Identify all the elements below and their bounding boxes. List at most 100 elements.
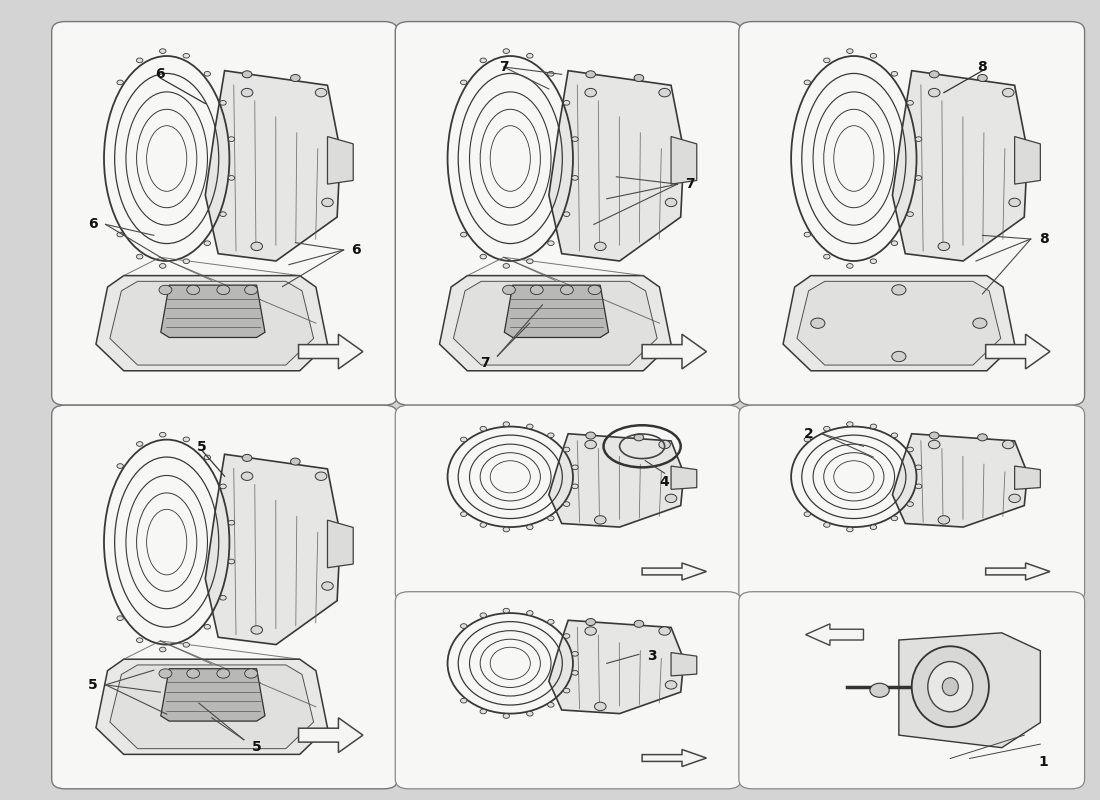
Text: 3: 3 (647, 649, 657, 663)
Circle shape (480, 426, 486, 431)
Polygon shape (892, 70, 1027, 261)
Circle shape (228, 175, 234, 180)
Circle shape (480, 709, 486, 714)
Circle shape (972, 318, 987, 328)
Circle shape (824, 58, 830, 62)
Circle shape (891, 433, 898, 438)
Circle shape (241, 472, 253, 481)
Circle shape (242, 71, 252, 78)
Polygon shape (206, 70, 340, 261)
Circle shape (585, 440, 596, 449)
Circle shape (217, 286, 230, 294)
Circle shape (217, 669, 230, 678)
Circle shape (187, 669, 199, 678)
Text: 8: 8 (978, 60, 988, 74)
Circle shape (870, 259, 877, 263)
Circle shape (891, 71, 898, 76)
Circle shape (187, 286, 199, 294)
Circle shape (503, 714, 509, 718)
Circle shape (548, 71, 554, 76)
Circle shape (160, 432, 166, 437)
Circle shape (824, 254, 830, 259)
FancyBboxPatch shape (52, 405, 397, 789)
Circle shape (594, 516, 606, 524)
Circle shape (220, 595, 227, 600)
Polygon shape (549, 620, 684, 714)
Circle shape (205, 71, 210, 76)
Circle shape (205, 241, 210, 246)
FancyBboxPatch shape (52, 22, 397, 406)
Text: 5: 5 (88, 678, 98, 692)
Polygon shape (1014, 466, 1041, 490)
Polygon shape (671, 466, 696, 490)
Ellipse shape (943, 678, 958, 696)
Circle shape (915, 484, 922, 489)
Circle shape (548, 702, 554, 707)
Circle shape (220, 484, 227, 489)
Circle shape (480, 254, 486, 259)
Circle shape (847, 49, 854, 54)
Circle shape (503, 422, 509, 426)
Circle shape (183, 54, 189, 58)
Polygon shape (986, 563, 1050, 580)
Circle shape (908, 502, 913, 506)
Circle shape (117, 232, 123, 237)
Circle shape (321, 198, 333, 206)
Circle shape (563, 212, 570, 217)
Text: 5: 5 (252, 740, 262, 754)
FancyBboxPatch shape (395, 592, 741, 789)
Circle shape (930, 71, 939, 78)
Circle shape (220, 212, 227, 217)
Polygon shape (671, 653, 696, 676)
Circle shape (530, 286, 543, 294)
Circle shape (586, 71, 595, 78)
Circle shape (978, 74, 988, 82)
Circle shape (117, 616, 123, 621)
Polygon shape (986, 334, 1050, 369)
Polygon shape (298, 718, 363, 753)
Circle shape (586, 432, 595, 439)
Polygon shape (328, 137, 353, 184)
Polygon shape (328, 520, 353, 568)
Circle shape (136, 638, 143, 642)
Polygon shape (642, 563, 706, 580)
Circle shape (503, 263, 509, 268)
Text: 6: 6 (352, 243, 361, 257)
Polygon shape (549, 434, 684, 527)
Polygon shape (899, 633, 1041, 748)
Circle shape (572, 137, 579, 142)
Circle shape (563, 101, 570, 105)
Circle shape (503, 49, 509, 54)
Circle shape (228, 559, 234, 564)
Circle shape (891, 516, 898, 521)
Circle shape (1009, 494, 1021, 502)
Circle shape (804, 512, 811, 517)
Text: 1: 1 (1038, 755, 1048, 769)
Text: 7: 7 (685, 177, 695, 191)
Circle shape (928, 440, 940, 449)
Circle shape (251, 242, 263, 250)
Circle shape (572, 465, 579, 470)
Circle shape (563, 688, 570, 693)
Circle shape (205, 625, 210, 629)
Polygon shape (161, 285, 265, 338)
Circle shape (594, 702, 606, 710)
Circle shape (586, 618, 595, 626)
Circle shape (870, 525, 877, 530)
FancyBboxPatch shape (395, 22, 741, 406)
Circle shape (594, 242, 606, 250)
Circle shape (527, 610, 534, 615)
Polygon shape (671, 137, 696, 184)
Circle shape (228, 520, 234, 525)
Circle shape (160, 263, 166, 268)
Circle shape (634, 620, 643, 627)
Circle shape (847, 263, 854, 268)
Circle shape (666, 198, 676, 206)
Circle shape (461, 80, 466, 85)
Circle shape (183, 437, 189, 442)
FancyBboxPatch shape (739, 22, 1085, 406)
Circle shape (824, 426, 830, 431)
Circle shape (290, 74, 300, 82)
Circle shape (480, 522, 486, 527)
Circle shape (548, 241, 554, 246)
